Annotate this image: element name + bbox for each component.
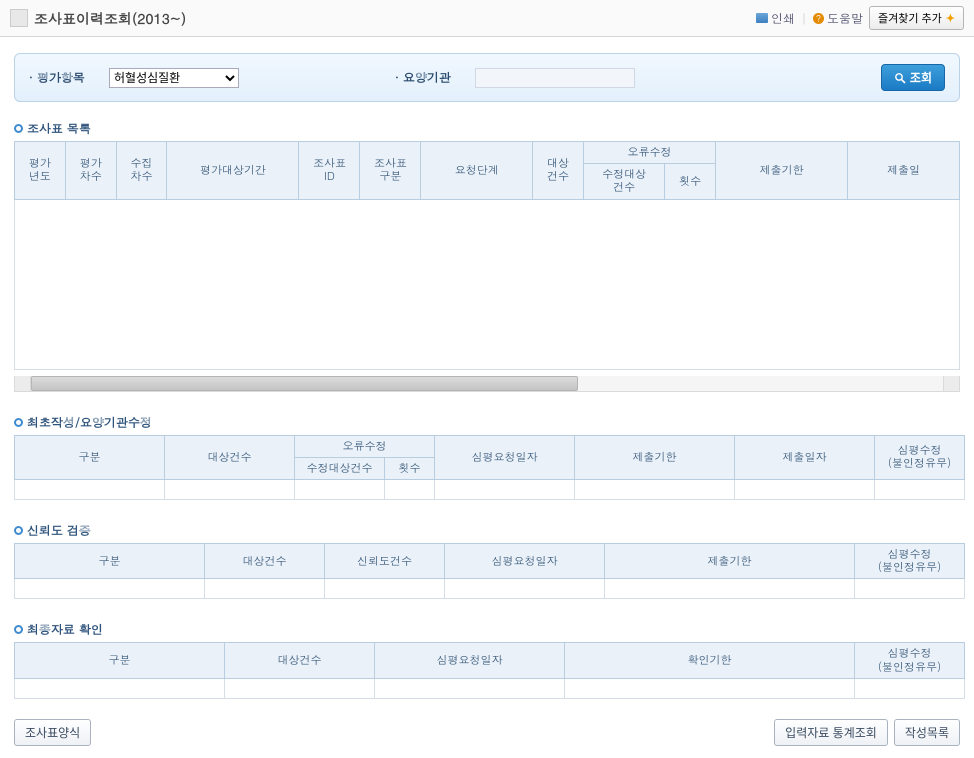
table-row <box>15 579 965 599</box>
section4-title-text: 최종자료 확인 <box>27 621 103 638</box>
s2-error-target: 수정대상건수 <box>295 457 385 479</box>
query-button[interactable]: 조회 <box>881 64 945 91</box>
col-error-count: 횟수 <box>665 164 716 199</box>
search-bar: 평가항목 허혈성심질환 요양기관 조회 <box>14 53 960 102</box>
scroll-right-arrow[interactable] <box>943 376 959 391</box>
col-error-target: 수정대상건수 <box>583 164 664 199</box>
scroll-thumb[interactable] <box>31 376 578 391</box>
col-deadline: 제출기한 <box>716 142 848 200</box>
print-button[interactable]: 인쇄 <box>756 10 795 27</box>
plus-icon: ✦ <box>946 12 955 25</box>
eval-item-select[interactable]: 허혈성심질환 <box>109 68 239 88</box>
s4-target: 대상건수 <box>225 643 375 678</box>
survey-form-button[interactable]: 조사표양식 <box>14 719 91 746</box>
col-submit-date: 제출일 <box>848 142 960 200</box>
favorite-button[interactable]: 즐겨찾기 추가 ✦ <box>869 6 964 30</box>
s3-review-date: 심평요청일자 <box>445 543 605 578</box>
col-collect-round: 수집차수 <box>116 142 167 200</box>
section3-title: 신뢰도 검증 <box>14 522 960 539</box>
s2-target: 대상건수 <box>165 435 295 479</box>
col-eval-round: 평가차수 <box>65 142 116 200</box>
search-icon <box>894 72 906 84</box>
bullet-icon <box>14 625 23 634</box>
s2-error-count: 횟수 <box>385 457 435 479</box>
col-request-stage: 요청단계 <box>421 142 533 200</box>
stats-query-button[interactable]: 입력자료 통계조회 <box>774 719 888 746</box>
scroll-left-arrow[interactable] <box>15 376 31 391</box>
col-target-count: 대상건수 <box>533 142 584 200</box>
table-row <box>15 479 965 499</box>
s2-error-group: 오류수정 <box>295 435 435 457</box>
content-area: 평가항목 허혈성심질환 요양기관 조회 조사표 목록 평가년도 <box>0 37 974 711</box>
page-title: 조사표이력조회(2013~) <box>34 8 186 28</box>
s3-trust: 신뢰도건수 <box>325 543 445 578</box>
section1-title: 조사표 목록 <box>14 120 960 137</box>
col-survey-type: 조사표구분 <box>360 142 421 200</box>
s3-target: 대상건수 <box>205 543 325 578</box>
separator: | <box>801 10 807 27</box>
s3-review-edit: 심평수정(불인정유무) <box>855 543 965 578</box>
bullet-icon <box>14 124 23 133</box>
col-eval-year: 평가년도 <box>15 142 66 200</box>
page-title-icon <box>10 9 28 27</box>
section2-title-text: 최초작성/요양기관수정 <box>27 414 152 431</box>
query-label: 조회 <box>910 69 932 86</box>
s3-gubun: 구분 <box>15 543 205 578</box>
col-survey-id: 조사표ID <box>299 142 360 200</box>
institution-label: 요양기관 <box>395 69 451 86</box>
s4-confirm: 확인기한 <box>565 643 855 678</box>
s4-review-date: 심평요청일자 <box>375 643 565 678</box>
header-actions: 인쇄 | ? 도움말 즐겨찾기 추가 ✦ <box>756 6 964 30</box>
favorite-label: 즐겨찾기 추가 <box>878 10 942 26</box>
print-icon <box>756 13 768 23</box>
scroll-track[interactable] <box>31 376 943 391</box>
section3-table: 구분 대상건수 신뢰도건수 심평요청일자 제출기한 심평수정(불인정유무) <box>14 543 965 599</box>
s4-review-edit: 심평수정(불인정유무) <box>855 643 965 678</box>
col-error-group: 오류수정 <box>583 142 715 164</box>
eval-item-label: 평가항목 <box>29 69 85 86</box>
help-button[interactable]: ? 도움말 <box>813 10 863 27</box>
survey-list-header: 평가년도 평가차수 수집차수 평가대상기간 조사표ID 조사표구분 요청단계 대… <box>14 141 960 200</box>
section4-table: 구분 대상건수 심평요청일자 확인기한 심평수정(불인정유무) <box>14 642 965 698</box>
print-label: 인쇄 <box>771 10 795 27</box>
s3-deadline: 제출기한 <box>605 543 855 578</box>
section3-title-text: 신뢰도 검증 <box>27 522 91 539</box>
section2-table: 구분 대상건수 오류수정 심평요청일자 제출기한 제출일자 심평수정(불인정유무… <box>14 435 965 500</box>
page-header: 조사표이력조회(2013~) 인쇄 | ? 도움말 즐겨찾기 추가 ✦ <box>0 0 974 37</box>
bullet-icon <box>14 418 23 427</box>
survey-list-body[interactable] <box>14 200 960 370</box>
col-eval-period: 평가대상기간 <box>167 142 299 200</box>
write-list-button[interactable]: 작성목록 <box>894 719 960 746</box>
horizontal-scrollbar[interactable] <box>14 376 960 392</box>
institution-input[interactable] <box>475 68 635 88</box>
help-label: 도움말 <box>827 10 863 27</box>
table-row <box>15 678 965 698</box>
bullet-icon <box>14 526 23 535</box>
footer-bar: 조사표양식 입력자료 통계조회 작성목록 <box>0 711 974 758</box>
s2-review-date: 심평요청일자 <box>435 435 575 479</box>
s2-submit-date: 제출일자 <box>735 435 875 479</box>
s2-gubun: 구분 <box>15 435 165 479</box>
section4-title: 최종자료 확인 <box>14 621 960 638</box>
page-title-wrap: 조사표이력조회(2013~) <box>10 8 186 28</box>
s4-gubun: 구분 <box>15 643 225 678</box>
s2-deadline: 제출기한 <box>575 435 735 479</box>
s2-review-edit: 심평수정(불인정유무) <box>875 435 965 479</box>
help-icon: ? <box>813 13 824 24</box>
section2-title: 최초작성/요양기관수정 <box>14 414 960 431</box>
section1-title-text: 조사표 목록 <box>27 120 91 137</box>
